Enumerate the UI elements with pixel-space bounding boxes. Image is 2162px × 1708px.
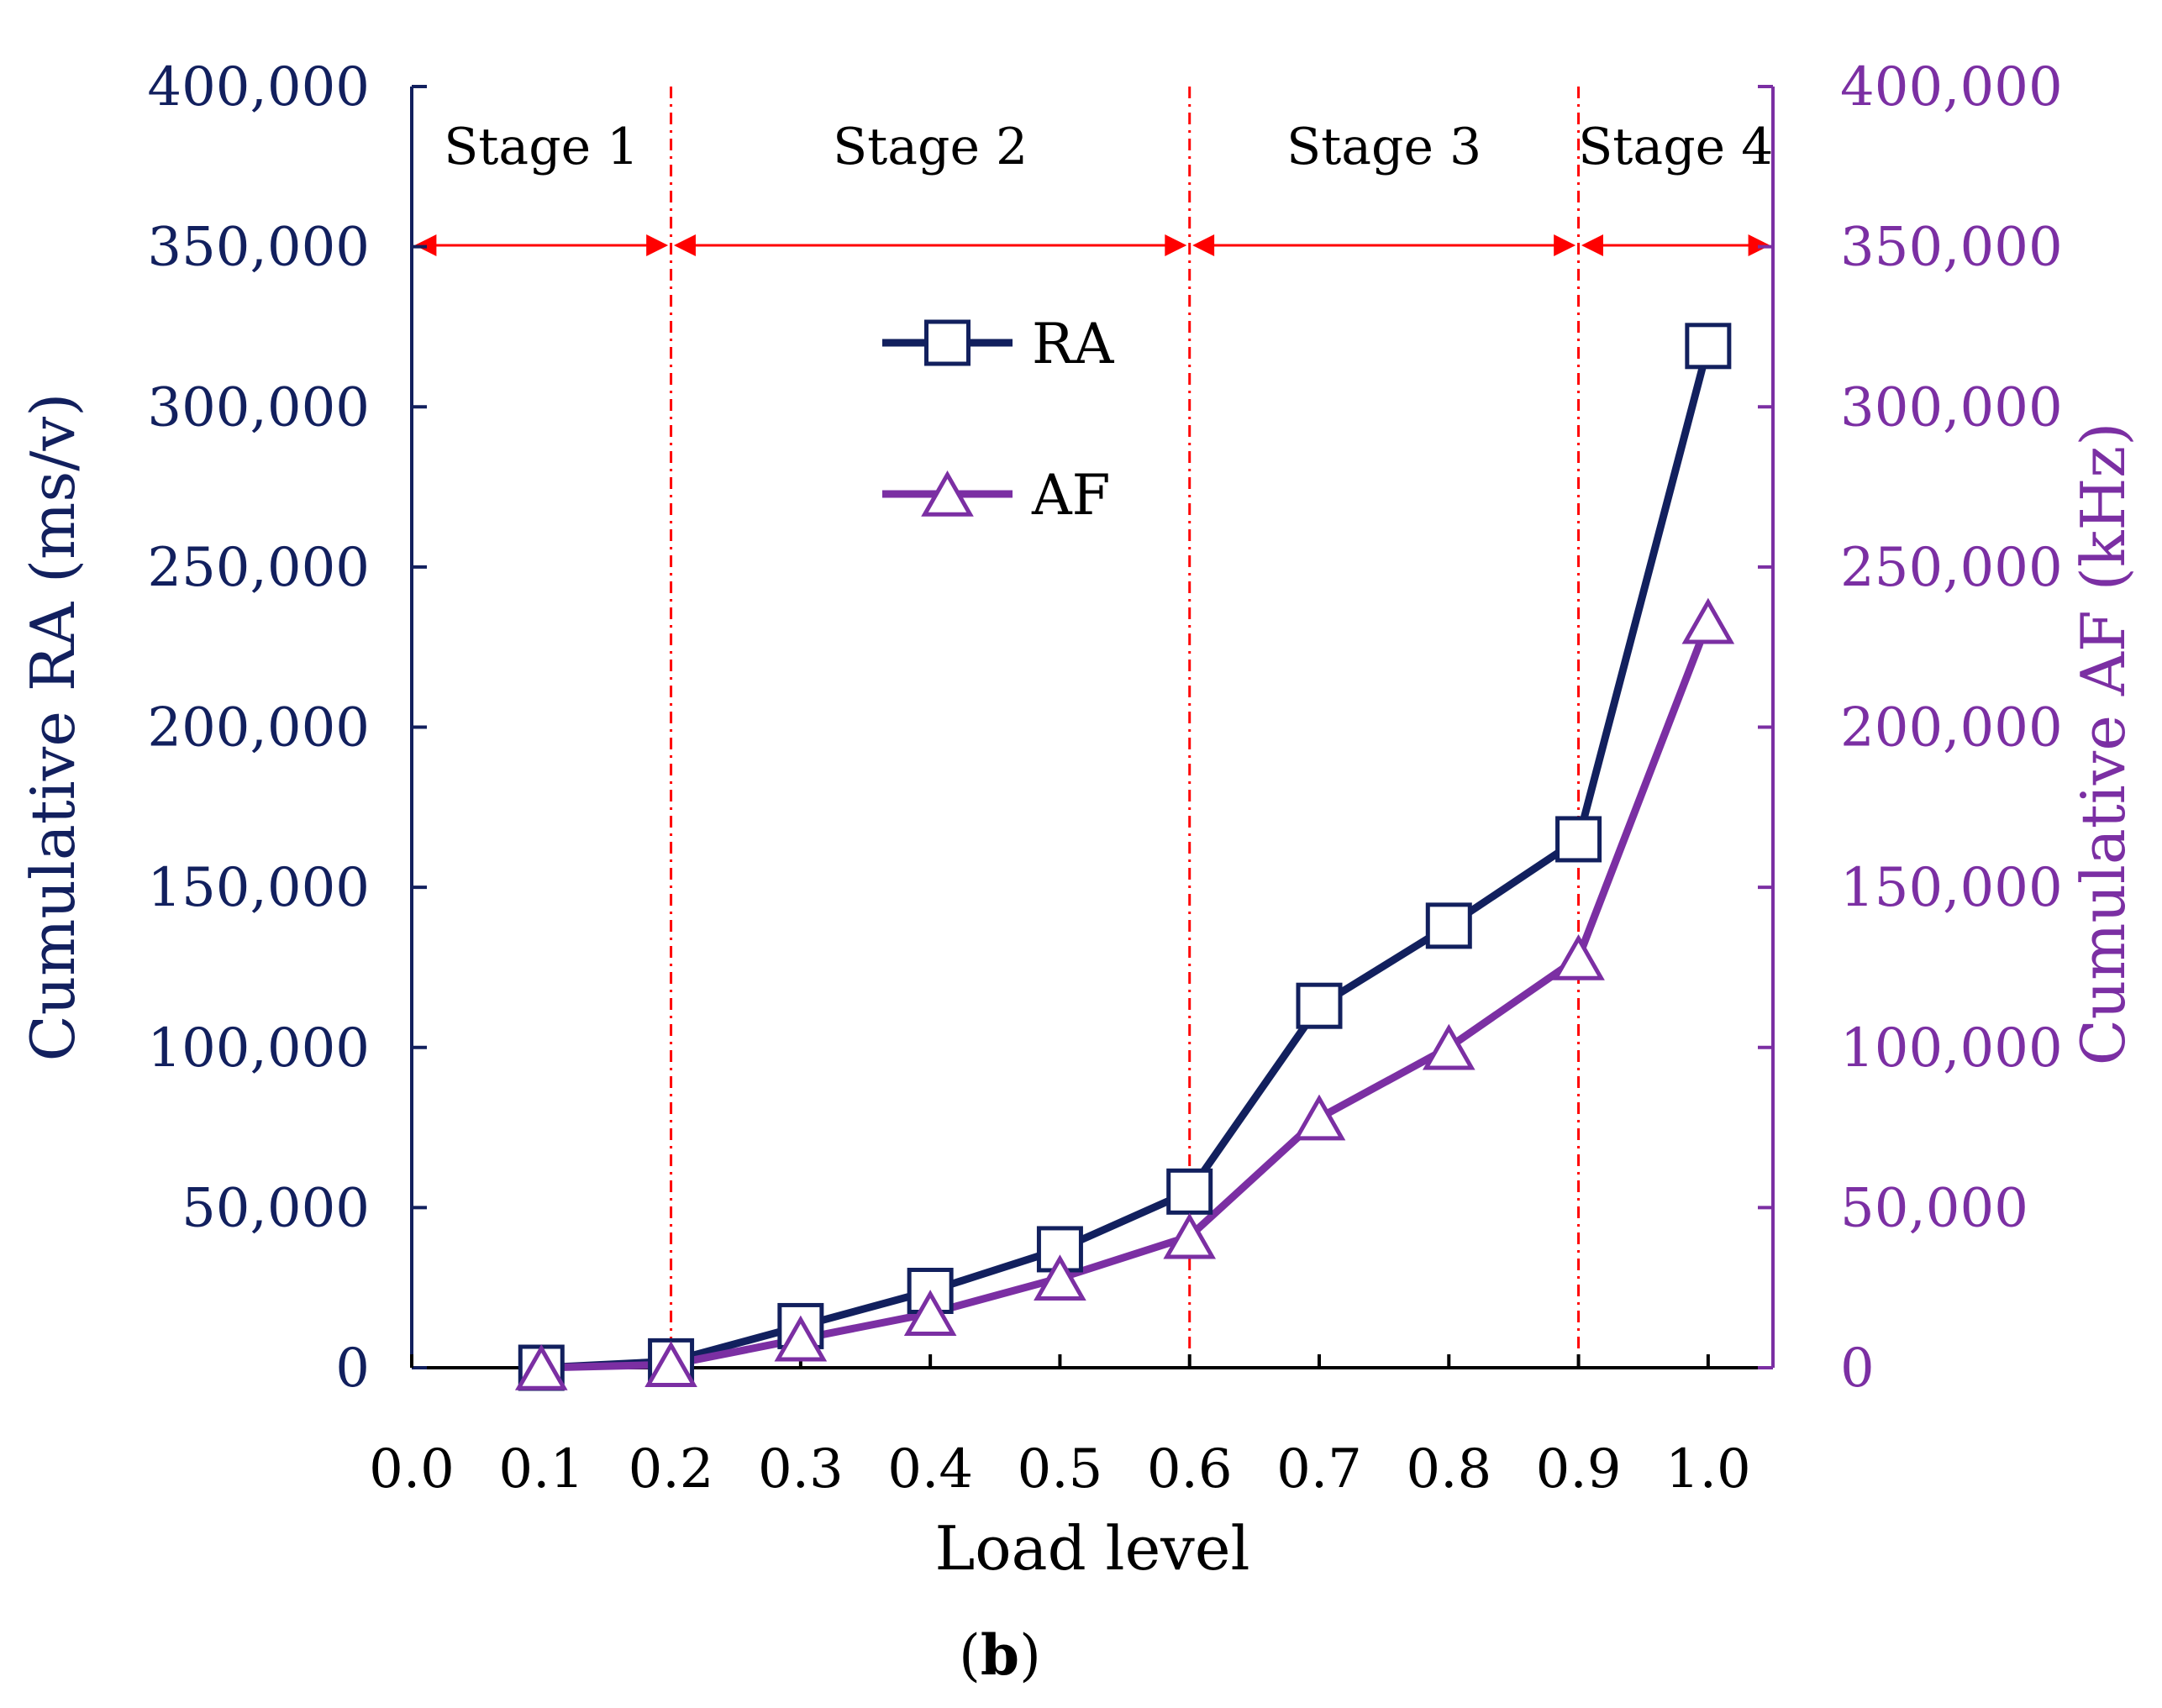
x-tick-label: 0.0	[369, 1438, 455, 1500]
series-ra-point	[1166, 1168, 1213, 1215]
left-y-tick-label: 400,000	[147, 56, 370, 118]
right-y-tick-label: 250,000	[1840, 537, 2063, 599]
x-tick-label: 0.1	[498, 1438, 584, 1500]
legend-af-marker	[921, 470, 974, 517]
right-y-tick-label: 100,000	[1840, 1017, 2063, 1080]
figure-caption: (b)	[959, 1622, 1041, 1688]
right-y-tick-label: 300,000	[1840, 376, 2063, 439]
left-y-tick-label: 250,000	[147, 537, 370, 599]
stage-1-label: Stage 1	[444, 118, 639, 176]
series-ra-point	[1425, 902, 1472, 949]
series-af-point	[774, 1315, 828, 1362]
series-af-line	[541, 620, 1712, 1372]
left-y-tick-label: 350,000	[147, 217, 370, 279]
left-y-tick-label: 300,000	[147, 376, 370, 439]
x-tick-label: 0.8	[1406, 1438, 1491, 1500]
x-tick-label: 0.5	[1018, 1438, 1103, 1500]
left-y-axis-title: Cumulative RA (ms/v)	[18, 393, 88, 1062]
left-y-tick-label: 100,000	[147, 1017, 370, 1080]
x-tick-label: 0.6	[1147, 1438, 1233, 1500]
left-y-tick-label: 0	[335, 1337, 370, 1400]
x-tick-label: 0.9	[1536, 1438, 1622, 1500]
x-tick-label: 0.7	[1276, 1438, 1362, 1500]
series-af-point	[1292, 1094, 1346, 1141]
axes-layer: 0 0 50,000 50,000 100,000 100,000 150,000 150,0…	[147, 56, 2062, 1500]
left-y-tick-label: 200,000	[147, 697, 370, 759]
right-y-tick-label: 350,000	[1840, 217, 2063, 279]
series-af-point	[903, 1290, 957, 1336]
stage-4-label: Stage 4	[1578, 118, 1773, 176]
series-af-point	[1552, 933, 1605, 980]
series-af-point	[1422, 1023, 1476, 1070]
labels-layer: Load level Cumulative RA (ms/v) Cumulative…	[18, 393, 2138, 1688]
series-af-point	[1681, 597, 1735, 644]
caption-bold: b	[981, 1622, 1019, 1688]
series-ra-line	[541, 344, 1712, 1372]
x-tick-label: 1.0	[1665, 1438, 1751, 1500]
stage-3-label: Stage 3	[1286, 118, 1481, 176]
series-ra-point	[1685, 323, 1732, 370]
stage-2-label: Stage 2	[833, 118, 1028, 176]
caption-close: )	[1019, 1623, 1041, 1688]
series-ra-point	[1296, 982, 1343, 1029]
x-tick-label: 0.2	[629, 1438, 714, 1500]
right-y-tick-label: 400,000	[1840, 56, 2063, 118]
series-af-point	[644, 1341, 697, 1387]
x-axis-title: Load level	[934, 1513, 1249, 1584]
legend: RA AF	[882, 312, 1115, 528]
right-y-tick-label: 50,000	[1840, 1177, 2028, 1239]
series-af-point	[1163, 1212, 1217, 1259]
left-y-tick-label: 150,000	[147, 857, 370, 919]
right-y-tick-label: 150,000	[1840, 857, 2063, 919]
legend-ra-label: RA	[1032, 312, 1115, 376]
legend-af-label: AF	[1031, 463, 1110, 528]
right-y-tick-label: 0	[1840, 1337, 1875, 1400]
series-layer	[514, 323, 1735, 1391]
x-tick-label: 0.3	[758, 1438, 844, 1500]
left-y-tick-label: 50,000	[181, 1177, 370, 1239]
stage-layer: Stage 1 Stage 2 Stage 3 Stage 4	[414, 87, 1773, 1368]
right-y-axis-title: Cumulative AF (kHz)	[2068, 423, 2138, 1066]
series-af-point	[514, 1343, 568, 1390]
legend-ra-marker	[924, 319, 971, 366]
series-af-point	[1034, 1254, 1086, 1301]
right-y-tick-label: 200,000	[1840, 697, 2063, 759]
x-tick-label: 0.4	[887, 1438, 973, 1500]
caption-open: (	[959, 1623, 981, 1688]
series-ra-point	[1555, 816, 1602, 863]
